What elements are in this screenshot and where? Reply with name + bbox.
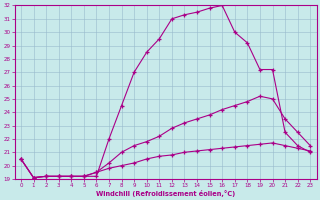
X-axis label: Windchill (Refroidissement éolien,°C): Windchill (Refroidissement éolien,°C): [96, 190, 235, 197]
